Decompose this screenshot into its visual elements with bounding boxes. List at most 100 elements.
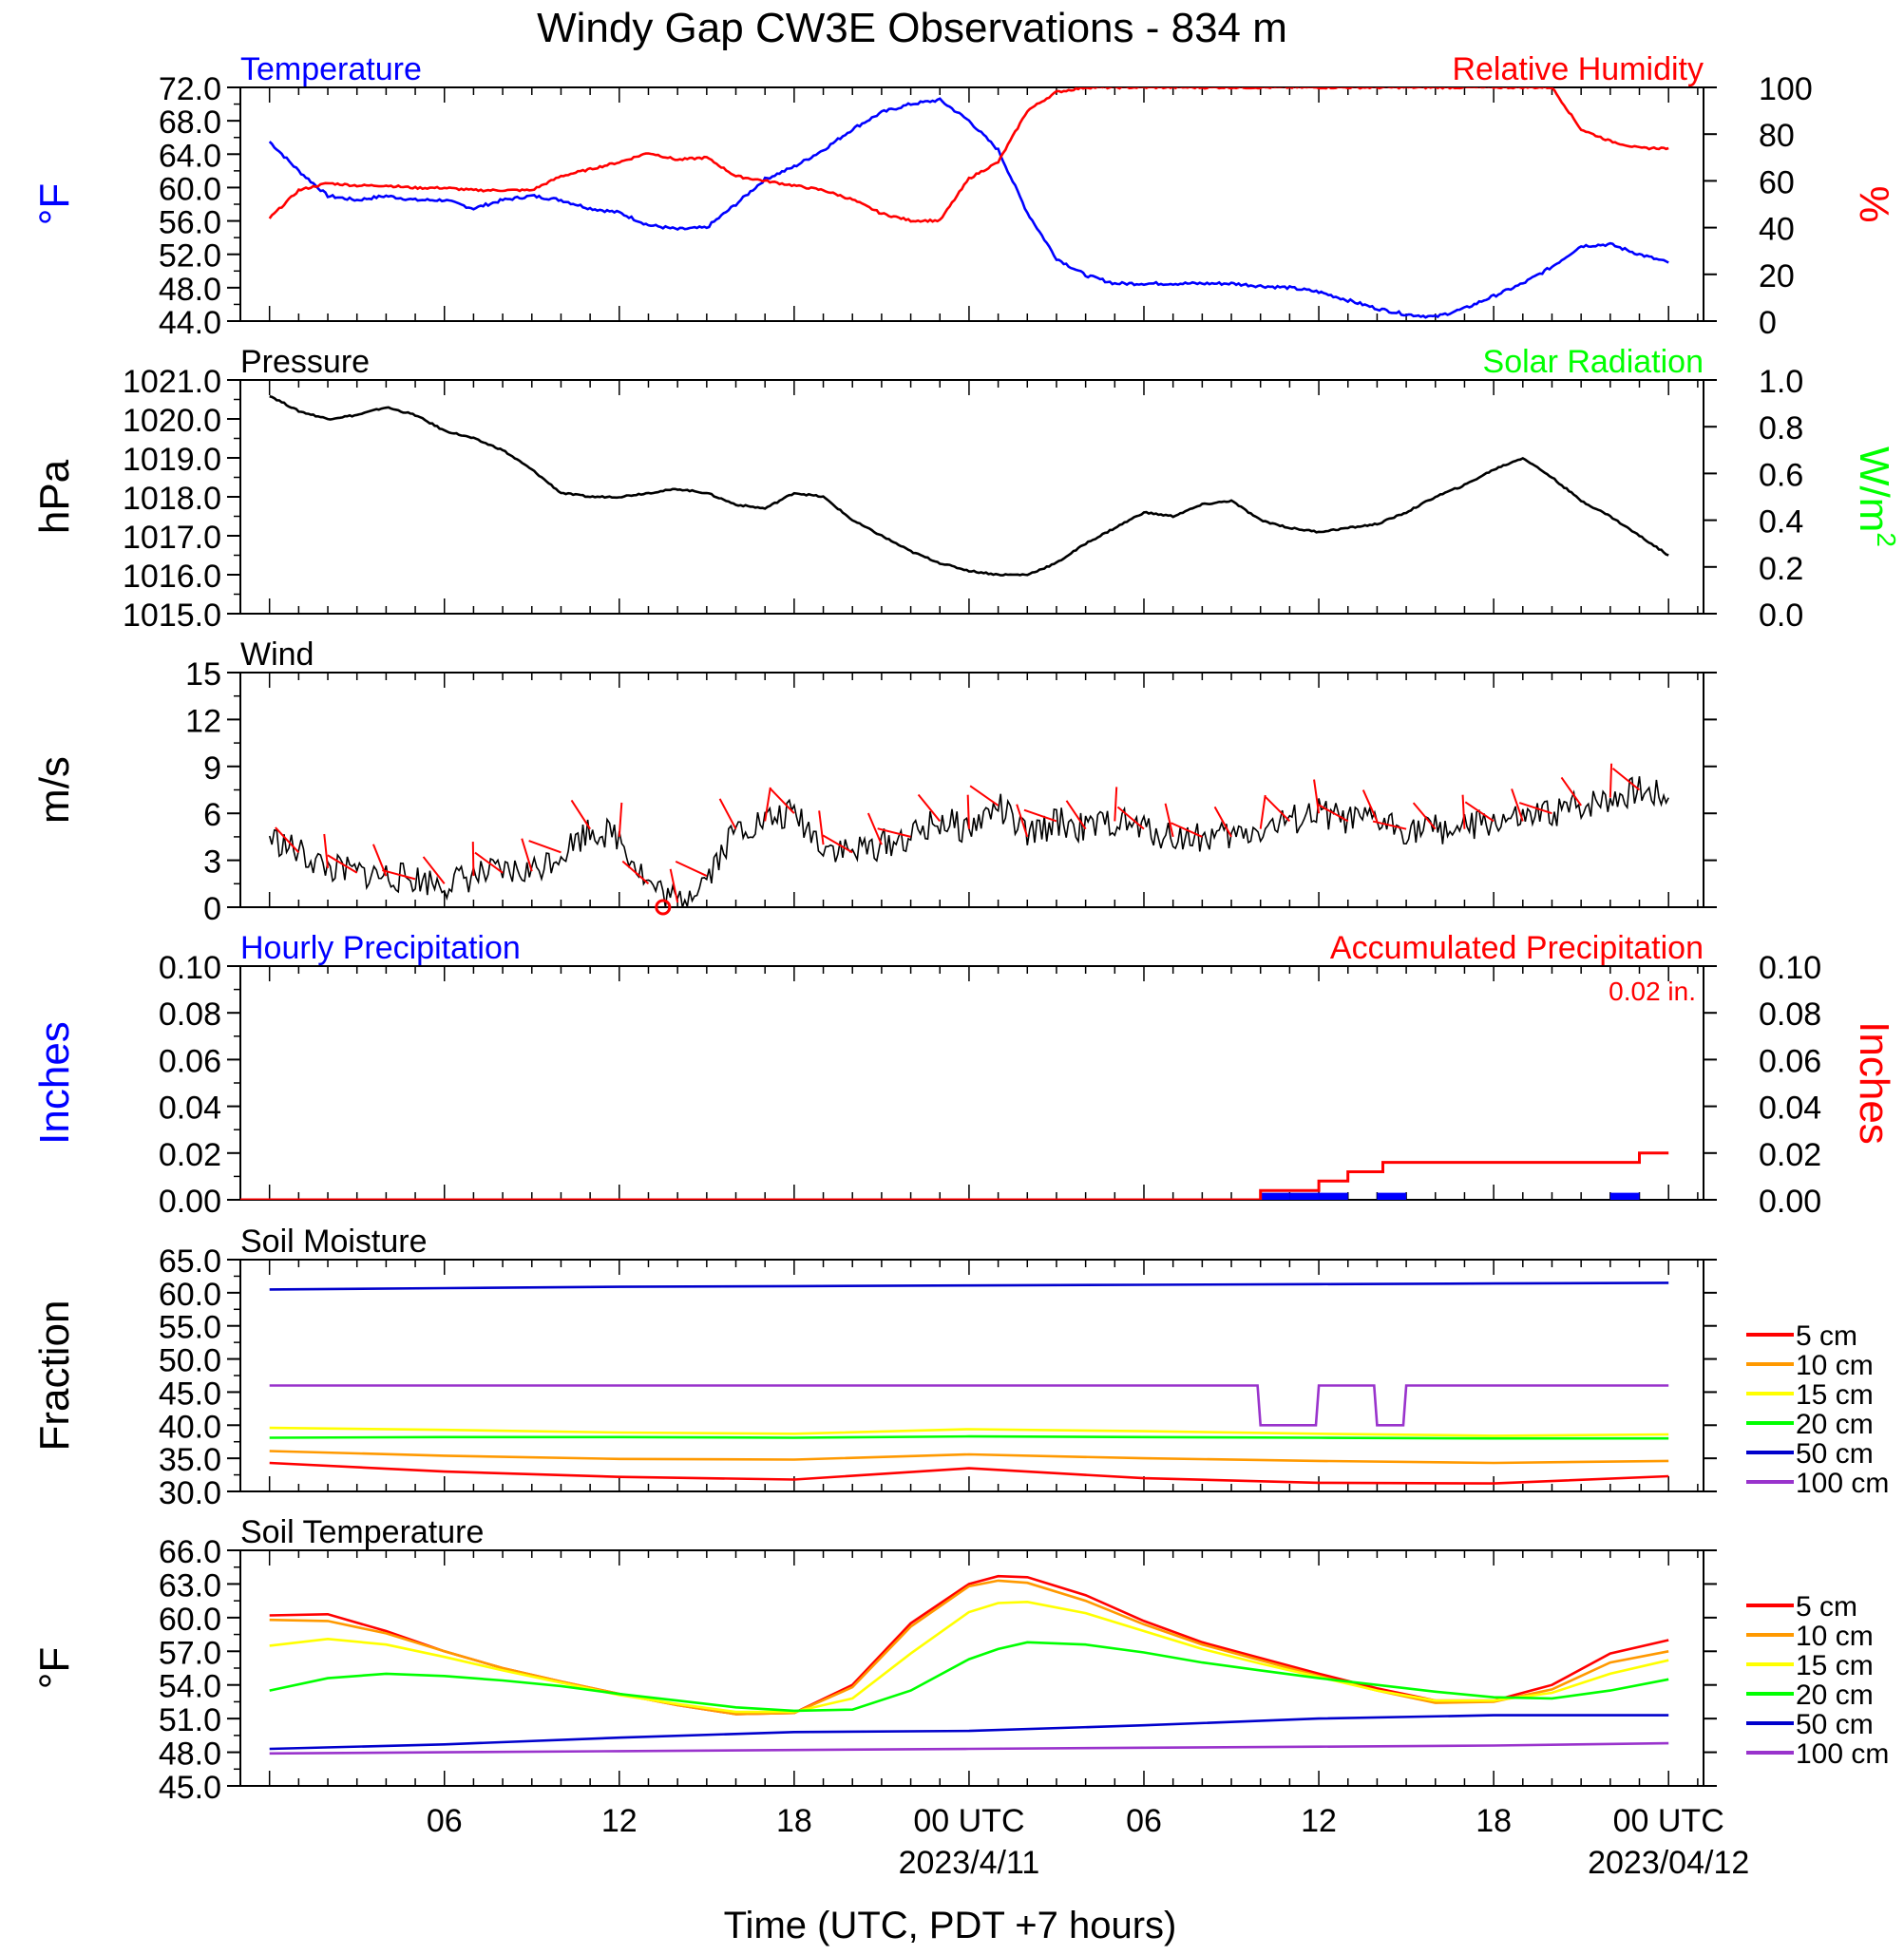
y-tick-label: 30.0 — [159, 1475, 221, 1511]
plot-frame — [239, 672, 1704, 908]
wind-barb — [1065, 800, 1087, 830]
y-tick-label: 1016.0 — [123, 559, 221, 595]
wind-barb — [1016, 804, 1029, 838]
legend-label: 50 cm — [1796, 1709, 1874, 1740]
y-right-tick-label: 0.2 — [1759, 551, 1803, 587]
series-line-5cm — [269, 1461, 1669, 1485]
wind-barb — [1372, 820, 1407, 830]
legend-label: 10 cm — [1796, 1621, 1874, 1652]
wind-barb — [618, 802, 623, 837]
y-tick-label: 55.0 — [159, 1310, 221, 1346]
panel-temp_rh: 72.068.064.060.056.052.048.044.0 100 80 60 4… — [31, 51, 1897, 341]
hourly-precip-bar — [1260, 1192, 1290, 1200]
y-right-tick-label: 0 — [1759, 305, 1777, 341]
panel-pressure: 1021.01020.01019.01018.01017.01016.01015… — [31, 344, 1901, 634]
panel-title-left: Pressure — [240, 344, 370, 380]
y-tick-label: 0.10 — [159, 950, 221, 986]
y-tick-label: 44.0 — [159, 305, 221, 341]
y-tick-label: 0.06 — [159, 1043, 221, 1079]
y-tick-label: 1018.0 — [123, 481, 221, 517]
accumulated-total-label: 0.02 in. — [1609, 977, 1696, 1006]
legend-label: 5 cm — [1796, 1591, 1857, 1623]
y-tick-label: 12 — [185, 703, 221, 739]
y-axis-label: m/s — [31, 756, 78, 824]
y-right-tick-label: 0.04 — [1759, 1091, 1821, 1127]
panel-title-left: Wind — [240, 636, 314, 673]
x-tick-label: 06 — [1126, 1803, 1162, 1839]
y-tick-label: 45.0 — [159, 1376, 221, 1412]
y-tick-label: 0.04 — [159, 1091, 221, 1127]
series-line-15cm — [269, 1426, 1669, 1437]
plot-area — [268, 763, 1669, 907]
wind-barb — [1164, 803, 1174, 838]
wind-barb — [521, 838, 533, 872]
y-right-tick-label: 0.00 — [1759, 1184, 1821, 1220]
plot-area — [269, 394, 1669, 577]
legend-label: 15 cm — [1796, 1379, 1874, 1411]
legend-label: 15 cm — [1796, 1650, 1874, 1681]
plot-frame — [239, 379, 1704, 615]
y-tick-label: 0.00 — [159, 1184, 221, 1220]
x-date-label: 2023/04/12 — [1588, 1845, 1749, 1881]
hourly-precip-bar — [1319, 1192, 1348, 1200]
panel-title-left: Hourly Precipitation — [240, 930, 521, 966]
x-tick-label: 00 UTC — [913, 1803, 1024, 1839]
y-right-tick-label: 0.8 — [1759, 410, 1803, 446]
x-tick-label: 18 — [1476, 1803, 1512, 1839]
wind-barb — [1317, 804, 1349, 823]
y-tick-label: 64.0 — [159, 138, 221, 174]
legend-label: 20 cm — [1796, 1409, 1874, 1440]
y-tick-label: 0.08 — [159, 996, 221, 1033]
series-line-0 — [268, 776, 1669, 907]
y-right-tick-label: 60 — [1759, 164, 1795, 200]
wind-barb — [1560, 776, 1582, 807]
legend-label: 5 cm — [1796, 1320, 1857, 1352]
y-right-tick-label: 0.06 — [1759, 1043, 1821, 1079]
y-tick-label: 72.0 — [159, 71, 221, 107]
y-tick-label: 0.02 — [159, 1137, 221, 1173]
wind-barb — [1609, 763, 1613, 798]
y-right-tick-label: 0.0 — [1759, 598, 1803, 634]
y-tick-label: 56.0 — [159, 205, 221, 241]
y-tick-label: 66.0 — [159, 1534, 221, 1570]
panel-title-right: Solar Radiation — [1483, 344, 1704, 380]
wind-barb — [1213, 806, 1232, 838]
y-tick-label: 35.0 — [159, 1442, 221, 1478]
legend-label: 50 cm — [1796, 1438, 1874, 1470]
y-right-tick-label: 100 — [1759, 71, 1813, 107]
panel-title-left: Temperature — [240, 51, 422, 87]
y-tick-label: 65.0 — [159, 1243, 221, 1280]
x-tick-label: 12 — [1301, 1803, 1337, 1839]
y-tick-label: 48.0 — [159, 1737, 221, 1773]
wind-barb — [570, 799, 591, 830]
y-tick-label: 3 — [203, 845, 221, 881]
wind-barb — [1518, 802, 1552, 815]
series-line-0 — [268, 97, 1669, 319]
series-line-50cm — [269, 1714, 1669, 1751]
y-tick-label: 60.0 — [159, 1277, 221, 1313]
y-axis-label-right: % — [1851, 185, 1897, 222]
legend-label: 10 cm — [1796, 1350, 1874, 1381]
legend-label: 20 cm — [1796, 1680, 1874, 1711]
series-line-10cm — [269, 1579, 1669, 1716]
wind-barb — [528, 840, 562, 854]
y-tick-label: 60.0 — [159, 1602, 221, 1638]
y-axis-label-right: W/m2 — [1851, 446, 1901, 547]
plot-frame — [239, 965, 1704, 1201]
y-right-tick-label: 0.02 — [1759, 1137, 1821, 1173]
legend-label: 100 cm — [1796, 1738, 1889, 1770]
wind-barb — [669, 868, 679, 903]
y-tick-label: 1017.0 — [123, 520, 221, 556]
wind-barb — [1259, 794, 1266, 829]
wind-barb — [323, 833, 330, 868]
time-axis: 06 12 18 00 UTC 2023/4/11 06 12 18 00 UTC 2023/04… — [427, 1803, 1749, 1881]
series-line-0 — [269, 394, 1669, 577]
y-axis-label: hPa — [31, 459, 78, 534]
panel-soil_moisture: 65.060.055.050.045.040.035.030.0 Soil Moi… — [31, 1224, 1889, 1511]
wind-barb — [1412, 802, 1437, 830]
wind-barb — [877, 827, 911, 838]
y-right-tick-label: 0.08 — [1759, 996, 1821, 1033]
